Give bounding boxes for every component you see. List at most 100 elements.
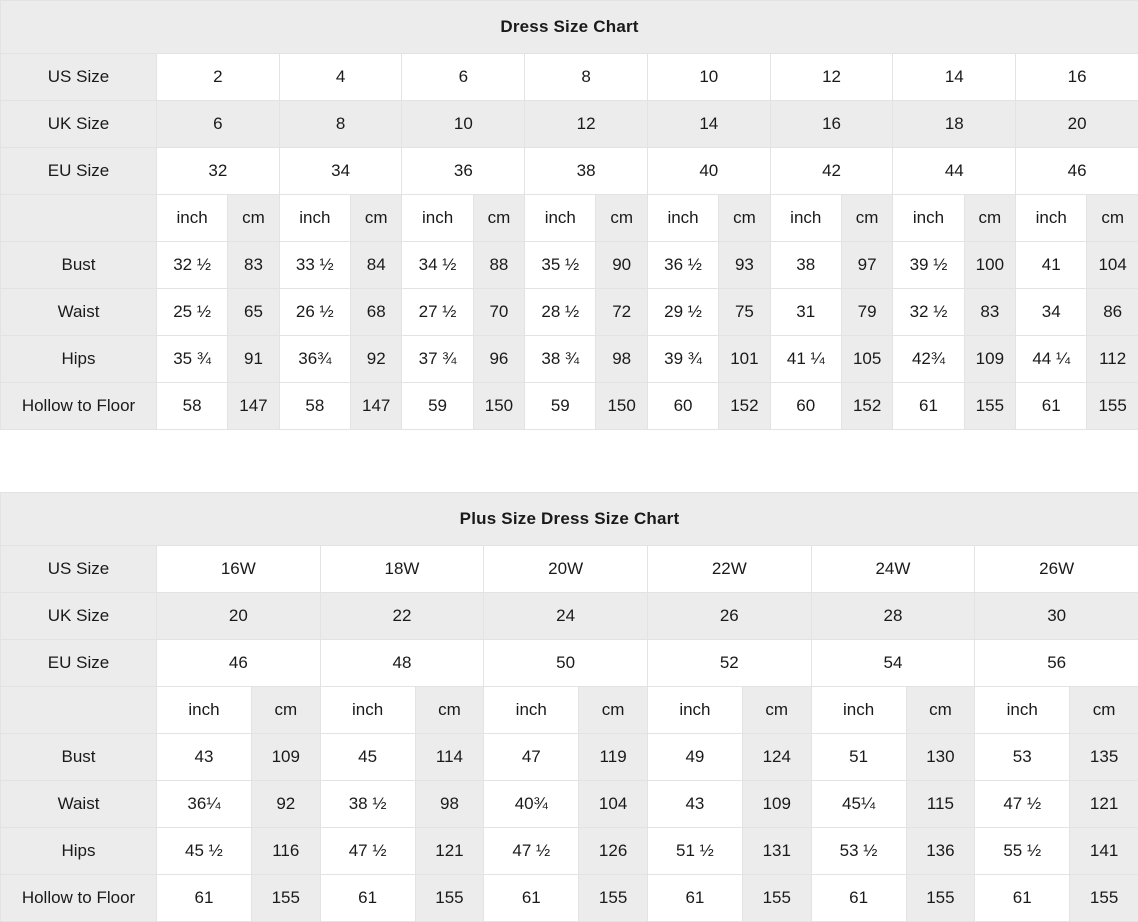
measurement-label: Hips [1, 336, 157, 383]
measurement-cell-inch: 45 [320, 734, 415, 781]
measurement-cell-inch: 47 ½ [975, 781, 1070, 828]
measurement-cell-cm: 155 [251, 875, 320, 922]
measurement-cell-cm: 91 [228, 336, 280, 383]
measurement-cell-inch: 51 ½ [647, 828, 742, 875]
measurement-cell-cm: 147 [350, 383, 402, 430]
measurement-cell-cm: 104 [1087, 242, 1138, 289]
unit-header-inch: inch [647, 195, 718, 242]
measurement-cell-cm: 72 [596, 289, 648, 336]
measurement-cell-cm: 115 [906, 781, 975, 828]
measurement-cell-inch: 43 [647, 781, 742, 828]
unit-header-cm: cm [1070, 687, 1138, 734]
measurement-cell-inch: 41 ¼ [770, 336, 841, 383]
measurement-cell-cm: 109 [742, 781, 811, 828]
measurement-cell-cm: 83 [228, 242, 280, 289]
measurement-cell-inch: 34 ½ [402, 242, 473, 289]
unit-header-inch: inch [893, 195, 964, 242]
size-cell-us: 6 [402, 54, 525, 101]
unit-header-inch: inch [320, 687, 415, 734]
measurement-cell-inch: 59 [402, 383, 473, 430]
size-cell-eu: 54 [811, 640, 975, 687]
measurement-cell-inch: 39 ½ [893, 242, 964, 289]
measurement-cell-inch: 53 [975, 734, 1070, 781]
size-cell-eu: 40 [647, 148, 770, 195]
unit-header-inch: inch [1016, 195, 1087, 242]
measurement-cell-inch: 43 [157, 734, 252, 781]
measurement-cell-cm: 92 [350, 336, 402, 383]
measurement-cell-cm: 135 [1070, 734, 1138, 781]
measurement-label: Hollow to Floor [1, 875, 157, 922]
row-label-uk: UK Size [1, 593, 157, 640]
unit-header-inch: inch [157, 687, 252, 734]
unit-header-cm: cm [579, 687, 648, 734]
size-cell-eu: 32 [157, 148, 280, 195]
measurement-cell-inch: 55 ½ [975, 828, 1070, 875]
unit-header-cm: cm [964, 195, 1016, 242]
measurement-cell-cm: 86 [1087, 289, 1138, 336]
unit-header-cm: cm [742, 687, 811, 734]
measurement-cell-inch: 34 [1016, 289, 1087, 336]
chart-title-row: Dress Size Chart [1, 1, 1138, 54]
size-cell-eu: 46 [157, 640, 321, 687]
size-cell-uk: 12 [525, 101, 648, 148]
measurement-cell-cm: 96 [473, 336, 525, 383]
size-cell-us: 26W [975, 546, 1138, 593]
measurement-cell-inch: 47 ½ [320, 828, 415, 875]
unit-header-cm: cm [841, 195, 893, 242]
measurement-cell-cm: 100 [964, 242, 1016, 289]
measurement-cell-inch: 53 ½ [811, 828, 906, 875]
measurement-cell-inch: 59 [525, 383, 596, 430]
measurement-cell-inch: 29 ½ [647, 289, 718, 336]
measurement-cell-inch: 45¼ [811, 781, 906, 828]
measurement-cell-cm: 155 [742, 875, 811, 922]
unit-header-inch: inch [279, 195, 350, 242]
measurement-cell-cm: 84 [350, 242, 402, 289]
measurement-cell-cm: 68 [350, 289, 402, 336]
unit-header-cm: cm [228, 195, 280, 242]
measurement-cell-inch: 58 [279, 383, 350, 430]
unit-header-inch: inch [975, 687, 1070, 734]
measurement-cell-inch: 36¾ [279, 336, 350, 383]
size-cell-us: 18W [320, 546, 484, 593]
size-cell-eu: 42 [770, 148, 893, 195]
size-cell-uk: 20 [1016, 101, 1138, 148]
measurement-cell-inch: 36 ½ [647, 242, 718, 289]
unit-header-inch: inch [647, 687, 742, 734]
measurement-cell-cm: 114 [415, 734, 484, 781]
measurement-cell-inch: 38 [770, 242, 841, 289]
row-label-us: US Size [1, 546, 157, 593]
size-cell-eu: 52 [647, 640, 811, 687]
measurement-cell-inch: 49 [647, 734, 742, 781]
measurement-cell-cm: 93 [719, 242, 771, 289]
size-cell-eu: 46 [1016, 148, 1138, 195]
measurement-label: Hips [1, 828, 157, 875]
measurement-cell-inch: 60 [770, 383, 841, 430]
measurement-cell-inch: 58 [157, 383, 228, 430]
measurement-cell-cm: 109 [251, 734, 320, 781]
chart-spacer [0, 430, 1138, 492]
measurement-cell-cm: 130 [906, 734, 975, 781]
measurement-cell-cm: 136 [906, 828, 975, 875]
size-cell-us: 4 [279, 54, 402, 101]
unit-header-cm: cm [473, 195, 525, 242]
unit-header-inch: inch [484, 687, 579, 734]
size-cell-uk: 16 [770, 101, 893, 148]
measurement-cell-cm: 83 [964, 289, 1016, 336]
measurement-cell-cm: 121 [1070, 781, 1138, 828]
measurement-cell-inch: 60 [647, 383, 718, 430]
size-cell-eu: 48 [320, 640, 484, 687]
unit-header-inch: inch [525, 195, 596, 242]
unit-header-cm: cm [251, 687, 320, 734]
measurement-cell-inch: 35 ½ [525, 242, 596, 289]
measurement-cell-cm: 101 [719, 336, 771, 383]
